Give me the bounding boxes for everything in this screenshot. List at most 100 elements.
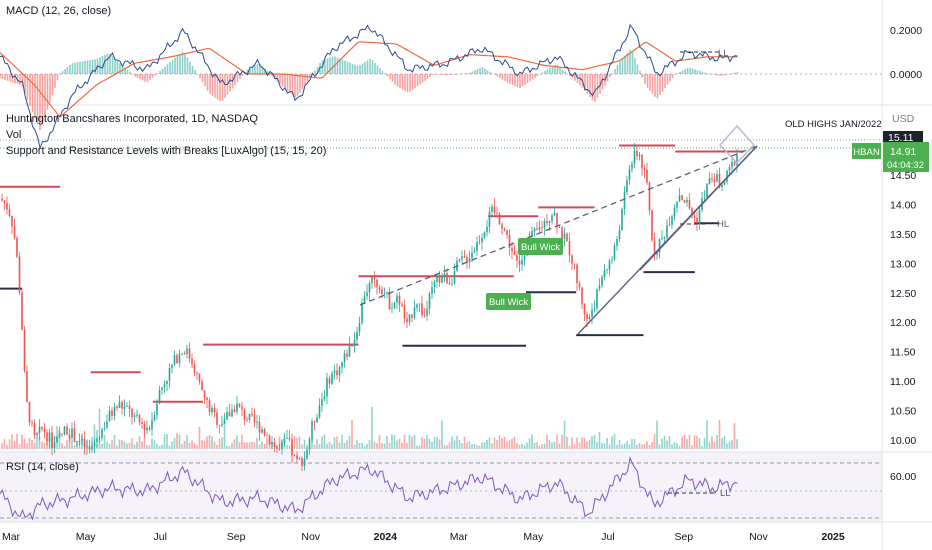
volume-bars xyxy=(1,406,738,449)
candle-body xyxy=(223,419,226,424)
macd-hist-bar xyxy=(599,74,601,94)
volume-bar xyxy=(443,445,446,449)
macd-hist-bar xyxy=(44,74,46,118)
macd-hist-bar xyxy=(441,74,444,76)
macd-hist-bar xyxy=(514,74,516,87)
macd-hist-bar xyxy=(71,63,74,74)
macd-hist-bar xyxy=(451,74,454,75)
volume-bar xyxy=(146,444,148,449)
macd-hist-bar xyxy=(109,54,111,74)
candle-body xyxy=(593,308,596,310)
volume-bar xyxy=(238,442,241,449)
candle-body xyxy=(333,370,336,374)
volume-bar xyxy=(68,437,71,449)
candle-body xyxy=(46,432,48,442)
candle-body xyxy=(291,439,293,456)
candle-body xyxy=(596,288,598,309)
macd-hist-bar xyxy=(229,74,231,92)
macd-hist-bar xyxy=(351,63,354,74)
macd-hist-bar xyxy=(339,58,341,74)
volume-bar xyxy=(341,434,343,449)
candle-body xyxy=(288,437,291,440)
macd-hist-bar xyxy=(676,73,679,74)
macd-hist-bar xyxy=(296,74,299,97)
candle-body xyxy=(491,206,493,212)
macd-hist-bar xyxy=(124,67,126,74)
candle-body xyxy=(266,435,268,437)
volume-bar xyxy=(8,439,11,449)
macd-hist-bar xyxy=(461,73,464,75)
candle-body xyxy=(76,441,78,443)
macd-hist-bar xyxy=(276,74,279,82)
time-tick: Jul xyxy=(154,531,167,543)
candle-body xyxy=(653,240,656,255)
candle-body xyxy=(351,344,353,347)
price-tick: 10.50 xyxy=(890,406,916,418)
volume-bar xyxy=(93,424,96,449)
time-tick: Mar xyxy=(2,531,21,543)
macd-hist-bar xyxy=(389,74,391,80)
volume-bar xyxy=(151,438,153,449)
candle-body xyxy=(31,422,33,424)
volume-bar xyxy=(566,436,568,449)
candle-body xyxy=(263,429,266,436)
rsi-band xyxy=(0,452,882,522)
macd-hist-bar xyxy=(459,73,461,75)
volume-bar xyxy=(631,439,633,449)
volume-bar xyxy=(611,436,613,449)
candle-body xyxy=(396,295,398,303)
volume-bar xyxy=(148,445,151,449)
volume-bar xyxy=(153,440,156,449)
volume-bar xyxy=(736,439,738,449)
macd-hist-bar xyxy=(601,74,604,90)
candle-body xyxy=(401,304,403,307)
macd-hist-bar xyxy=(641,74,644,78)
volume-bar xyxy=(581,437,583,449)
candle-body xyxy=(251,413,253,416)
macd-hist-bar xyxy=(706,73,709,75)
volume-bar xyxy=(111,439,113,449)
volume-bar xyxy=(686,439,688,449)
candle-body xyxy=(156,403,158,416)
candle-body xyxy=(651,210,653,241)
macd-hist-bar xyxy=(216,74,219,100)
candle-body xyxy=(633,150,636,164)
macd-hist-bar xyxy=(409,74,411,92)
volume-bar xyxy=(121,440,123,449)
candle-body xyxy=(158,389,161,404)
time-tick: 2024 xyxy=(374,531,398,543)
candle-body xyxy=(521,259,523,265)
volume-bar xyxy=(63,445,66,449)
candle-body xyxy=(186,348,188,354)
candle-body xyxy=(498,213,501,225)
macd-hist-bar xyxy=(194,69,196,74)
macd-hist-bar xyxy=(414,74,416,89)
candle-body xyxy=(661,237,663,239)
volume-bar xyxy=(676,443,678,449)
volume-bar xyxy=(143,436,146,449)
candle-body xyxy=(638,155,641,157)
macd-hist-bar xyxy=(246,69,249,74)
price-tick: 14.00 xyxy=(890,199,916,211)
candle-body xyxy=(703,197,706,199)
volume-bar xyxy=(256,437,258,449)
macd-hist-bar xyxy=(161,68,164,74)
macd-hist-bar xyxy=(694,69,696,74)
indicator-lines xyxy=(0,23,738,521)
candle-body xyxy=(411,314,413,318)
volume-bar xyxy=(546,434,548,449)
macd-hist-bar xyxy=(519,74,521,89)
candle-body xyxy=(588,316,591,320)
macd-hist-bar xyxy=(634,58,636,74)
volume-bar xyxy=(606,438,608,449)
macd-hist-bar xyxy=(521,74,524,87)
candle-body xyxy=(81,438,83,441)
macd-hist-bar xyxy=(64,69,66,74)
macd-hist-bar xyxy=(189,61,191,74)
macd-hist-bar xyxy=(241,74,244,76)
volume-bar xyxy=(223,418,226,449)
macd-hist-bar xyxy=(86,60,89,74)
volume-bar xyxy=(213,441,216,449)
candle-body xyxy=(548,221,551,223)
volume-bar xyxy=(711,436,713,449)
